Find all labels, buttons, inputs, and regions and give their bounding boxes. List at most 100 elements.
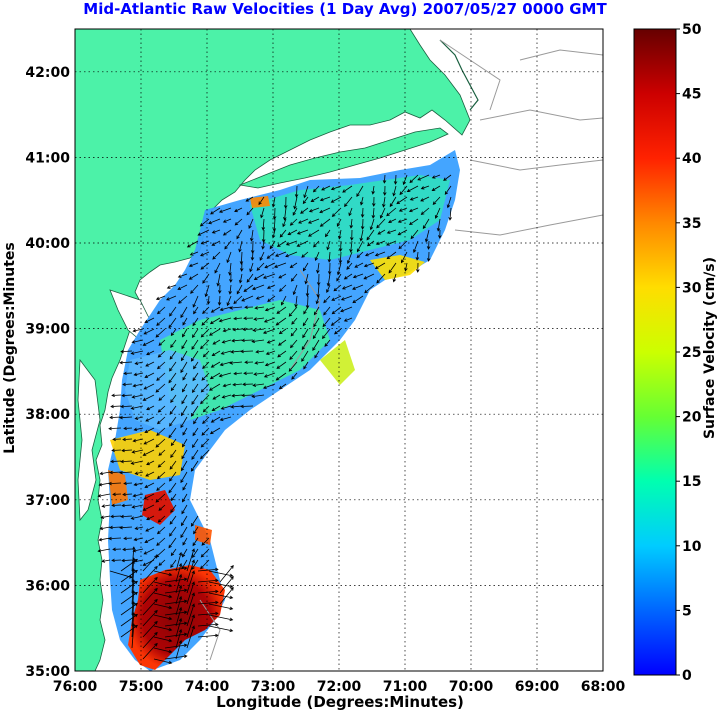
field-patch-orange-1	[250, 196, 270, 208]
velocity-arrow	[322, 317, 331, 328]
velocity-arrow	[110, 404, 122, 409]
velocity-arrow	[175, 595, 183, 616]
velocity-arrow	[218, 207, 232, 213]
velocity-arrow	[180, 471, 188, 484]
velocity-arrow	[310, 196, 320, 202]
velocity-arrow	[218, 372, 232, 378]
velocity-arrow	[111, 558, 122, 563]
velocity-arrow	[289, 350, 298, 361]
velocity-arrow	[438, 229, 442, 239]
velocity-arrow	[142, 504, 155, 511]
velocity-arrow	[389, 196, 397, 208]
y-tick-label: 35:00	[25, 664, 70, 680]
field-patch-orange-2	[108, 470, 128, 505]
velocity-arrow	[168, 427, 177, 439]
velocity-arrow	[119, 360, 133, 365]
velocity-arrow	[242, 327, 254, 332]
velocity-arrow	[343, 273, 353, 280]
velocity-arrow	[246, 273, 254, 283]
velocity-arrow	[123, 536, 133, 541]
velocity-arrow	[359, 196, 364, 206]
velocity-arrow	[287, 229, 298, 236]
x-tick-label: 73:00	[251, 679, 296, 695]
velocity-arrow	[360, 207, 365, 218]
velocity-arrow	[202, 350, 210, 358]
velocity-arrow	[164, 588, 188, 594]
velocity-arrow	[182, 482, 188, 491]
velocity-arrow	[186, 603, 195, 627]
velocity-arrow	[208, 603, 234, 611]
velocity-arrow	[121, 448, 133, 453]
velocity-arrow	[234, 207, 243, 213]
velocity-arrow	[175, 562, 183, 583]
velocity-arrow	[209, 317, 221, 325]
velocity-arrow	[330, 196, 342, 203]
velocity-arrow	[202, 405, 210, 413]
velocity-arrow	[249, 262, 254, 273]
velocity-arrow	[157, 350, 166, 358]
velocity-arrow	[193, 306, 199, 315]
velocity-arrow	[352, 284, 364, 290]
velocity-arrow	[182, 372, 188, 381]
velocity-arrow	[278, 339, 287, 346]
velocity-arrow	[155, 493, 166, 503]
velocity-arrow	[191, 339, 199, 350]
velocity-arrow	[276, 361, 287, 369]
velocity-arrow	[410, 229, 419, 240]
velocity-arrow	[331, 306, 342, 315]
velocity-arrow	[288, 306, 298, 317]
velocity-arrow	[182, 317, 188, 326]
velocity-arrow	[120, 569, 138, 583]
velocity-arrow	[256, 262, 265, 271]
velocity-arrow	[210, 207, 221, 215]
colorbar-tick-label: 25	[682, 345, 701, 361]
velocity-arrow	[165, 295, 177, 301]
velocity-arrow	[236, 284, 243, 295]
velocity-arrow	[182, 537, 188, 546]
velocity-arrow	[143, 548, 155, 555]
velocity-arrow	[222, 229, 232, 236]
velocity-arrow	[422, 218, 430, 230]
velocity-arrow	[323, 306, 331, 316]
velocity-arrow	[156, 361, 166, 370]
velocity-arrow	[199, 218, 210, 227]
velocity-arrow	[112, 547, 122, 552]
velocity-arrow	[238, 273, 243, 284]
velocity-arrow	[169, 515, 177, 525]
velocity-arrow	[273, 262, 287, 268]
velocity-arrow	[386, 251, 397, 260]
velocity-arrow	[208, 218, 221, 225]
velocity-arrow	[97, 493, 111, 498]
velocity-arrow	[324, 229, 331, 238]
velocity-arrow	[431, 174, 441, 179]
velocity-arrow	[314, 350, 320, 359]
velocity-arrow	[271, 196, 276, 208]
velocity-arrow	[324, 339, 331, 347]
field-patch-yellow-3	[110, 430, 185, 480]
velocity-arrow	[132, 438, 144, 443]
velocity-arrow	[327, 251, 332, 263]
velocity-arrow	[101, 504, 111, 508]
velocity-arrow	[178, 295, 188, 304]
velocity-arrow	[282, 218, 287, 228]
velocity-arrow	[319, 207, 331, 214]
velocity-arrow	[336, 262, 342, 276]
velocity-arrow	[279, 229, 287, 238]
velocity-arrow	[308, 207, 320, 213]
velocity-arrow	[193, 416, 199, 425]
velocity-arrow	[109, 415, 122, 420]
velocity-arrow	[134, 416, 144, 420]
velocity-arrow	[262, 328, 276, 334]
velocity-arrow	[288, 361, 298, 372]
velocity-arrow	[153, 570, 173, 577]
velocity-arrow	[146, 350, 155, 356]
velocity-arrow	[142, 631, 158, 649]
velocity-arrow	[182, 383, 188, 393]
velocity-arrow	[277, 350, 287, 358]
velocity-arrow	[360, 218, 365, 230]
velocity-arrow	[122, 382, 133, 387]
velocity-arrow	[197, 567, 219, 572]
velocity-arrow	[283, 207, 287, 221]
velocity-arrow	[276, 240, 287, 247]
velocity-arrow	[145, 361, 155, 367]
